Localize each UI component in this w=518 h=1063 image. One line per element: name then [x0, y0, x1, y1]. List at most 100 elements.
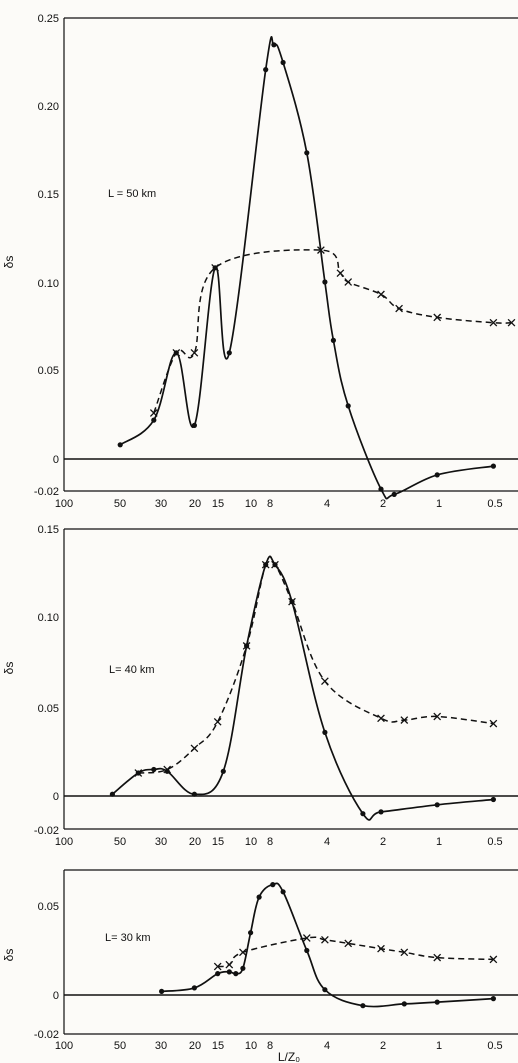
panel3-data-point — [215, 971, 221, 977]
panel3-xtick-label: 30 — [155, 1040, 167, 1052]
panel2-cross-marker — [400, 716, 409, 724]
panel2-cross-marker — [377, 714, 385, 723]
panel1-y-axis-title: δs — [2, 256, 16, 269]
panel2-ytick-label: -0.02 — [34, 825, 59, 837]
panel3-xtick-label: 100 — [55, 1040, 73, 1052]
panel1-ytick-label: 0.05 — [38, 365, 59, 377]
panel3-data-point — [240, 965, 246, 971]
panel1-cross-marker — [149, 409, 158, 417]
panel2-cross-marker — [190, 744, 199, 753]
panel3-ytick-label: 0.05 — [38, 901, 59, 913]
panel3-data-point — [434, 999, 440, 1005]
panel2-cross-marker — [433, 712, 442, 721]
panel-50km: 0.25 0.20 0.15 0.10 0.05 0 -0.02 δs L = … — [2, 13, 518, 510]
panel1-cross-marker — [489, 318, 498, 327]
panel2-cross-marker — [489, 719, 498, 728]
panel3-xtick-label: 10 — [245, 1040, 257, 1052]
panel1-data-point — [117, 442, 123, 448]
panel3-data-point — [360, 1003, 366, 1009]
panel3-cross-marker — [302, 934, 311, 942]
panel2-cross-marker — [321, 677, 329, 686]
panel1-ytick-label: 0.20 — [38, 101, 59, 113]
panel3-xtick-label: 15 — [212, 1040, 224, 1052]
panel1-cross-marker — [172, 348, 181, 357]
x-axis-title: L/Z₀ — [278, 1050, 300, 1063]
panel3-cross-marker — [400, 948, 409, 957]
panel2-ytick-label: 0.10 — [38, 612, 59, 624]
panel2-series-1-line — [111, 555, 494, 821]
panel2-data-point — [220, 768, 226, 774]
panel1-data-point — [271, 42, 277, 48]
panel1-data-point — [304, 150, 310, 156]
panel-30km: 0.05 0 -0.02 δs L= 30 km 100 50 30 20 15… — [2, 869, 518, 1063]
panel3-label: L= 30 km — [105, 932, 151, 944]
panel2-data-point — [151, 766, 157, 773]
panel1-xtick-label: 1 — [436, 498, 442, 510]
panel3-data-point — [248, 930, 254, 936]
panel2-cross-marker — [261, 560, 270, 569]
panel2-xtick-label: 20 — [189, 836, 201, 848]
panel1-data-point — [151, 417, 157, 423]
panel2-xtick-label: 30 — [155, 836, 167, 848]
panel2-data-point — [490, 796, 496, 803]
panel3-data-point — [226, 969, 232, 975]
panel2-ytick-label: 0 — [53, 791, 59, 803]
panel1-data-point — [263, 67, 269, 73]
panel2-series-layer — [109, 555, 498, 821]
panel1-xtick-label: 20 — [189, 498, 201, 510]
panel1-xtick-label: 8 — [267, 498, 273, 510]
panel2-data-point — [360, 811, 366, 817]
panel3-xtick-label: 50 — [114, 1040, 126, 1052]
panel1-xtick-label: 10 — [245, 498, 257, 510]
panel2-cross-marker — [271, 560, 279, 569]
panel1-cross-marker — [395, 304, 403, 313]
panel2-data-point — [378, 809, 384, 815]
panel2-ytick-label: 0.05 — [38, 703, 59, 715]
panel2-data-point — [322, 729, 328, 736]
panel1-cross-marker — [433, 313, 442, 322]
panel3-data-point — [401, 1001, 407, 1007]
panel3-series-1-line — [161, 882, 494, 1008]
panel1-data-point — [434, 472, 440, 478]
panel1-xtick-label: 100 — [55, 498, 73, 510]
panel1-data-point — [490, 463, 496, 469]
panel1-data-point — [345, 403, 351, 409]
panel1-ytick-label: -0.02 — [34, 486, 59, 498]
panel1-cross-marker — [507, 318, 516, 327]
panel1-data-point — [226, 350, 232, 356]
panel2-xtick-label: 15 — [212, 836, 224, 848]
panel2-xtick-label: 8 — [267, 836, 273, 848]
panel3-xtick-label: 0.5 — [487, 1040, 502, 1052]
panel1-ytick-label: 0.10 — [38, 278, 59, 290]
panel2-data-point — [434, 802, 440, 808]
panel3-data-point — [191, 985, 197, 991]
panel1-label: L = 50 km — [108, 188, 156, 200]
panel1-xtick-label: 0.5 — [487, 498, 502, 510]
panel3-xtick-label: 20 — [189, 1040, 201, 1052]
panel3-series-layer — [159, 882, 498, 1009]
panel3-data-point — [304, 947, 310, 954]
panel1-data-point — [330, 337, 336, 343]
panel1-ytick-label: 0.25 — [38, 13, 59, 25]
panel3-data-point — [270, 882, 276, 888]
panel2-data-point — [109, 791, 115, 797]
panel3-cross-marker — [225, 960, 234, 969]
panel3-xtick-label: 4 — [324, 1040, 330, 1052]
panel1-xtick-label: 4 — [324, 498, 330, 510]
panel1-data-point — [191, 422, 197, 428]
panel2-cross-marker — [134, 769, 143, 777]
panel2-xtick-label: 2 — [380, 836, 386, 848]
panel3-data-point — [233, 971, 239, 977]
panel2-xtick-label: 10 — [245, 836, 257, 848]
panel3-cross-marker — [239, 948, 247, 957]
panel1-ytick-label: 0.15 — [38, 189, 59, 201]
panel3-data-point — [256, 894, 262, 900]
panel1-cross-marker — [344, 278, 353, 286]
panel1-data-point — [322, 279, 328, 285]
panel2-label: L= 40 km — [109, 664, 155, 676]
panel3-ytick-label: 0 — [53, 990, 59, 1002]
panel3-cross-marker — [433, 953, 442, 962]
panel2-xtick-label: 4 — [324, 836, 330, 848]
panel3-cross-marker — [213, 962, 222, 971]
panel2-data-point — [191, 791, 197, 797]
